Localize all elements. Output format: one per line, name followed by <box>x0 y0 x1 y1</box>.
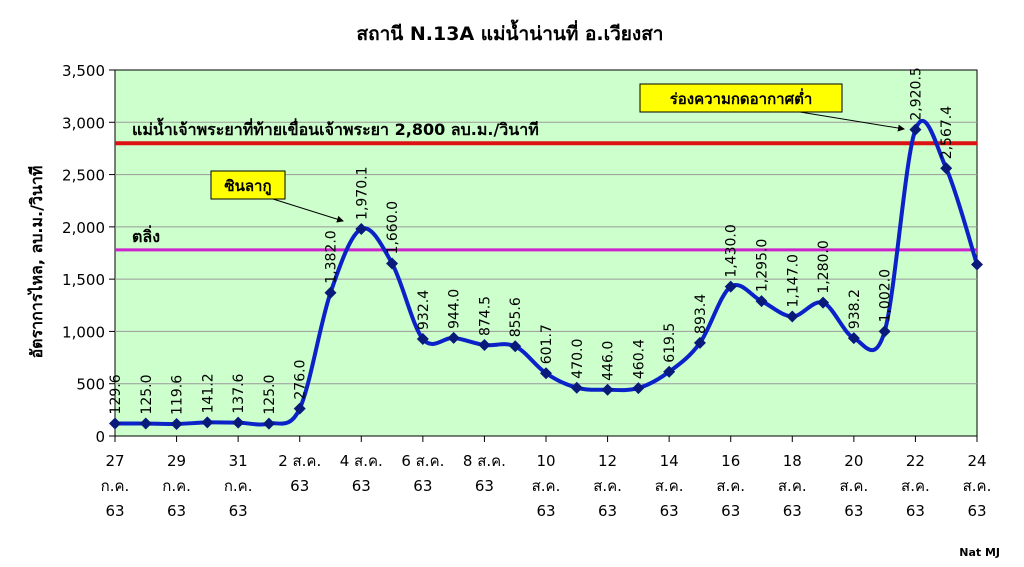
x-tick-label: 2 ส.ค. 63 <box>278 452 321 495</box>
reference-line-label: แม่น้ำเจ้าพระยาที่ท้ายเขื่อนเจ้าพระยา 2,… <box>132 117 539 139</box>
x-tick-label: 27 ก.ค. 63 <box>101 452 130 520</box>
data-label: 1,280.0 <box>816 240 832 293</box>
data-point-marker <box>324 286 337 299</box>
data-label: 460.4 <box>631 339 647 379</box>
data-point-marker <box>909 123 922 136</box>
data-point-marker <box>509 340 522 353</box>
x-tick-label: 16 ส.ค. 63 <box>716 452 745 520</box>
y-tick-label: 0 <box>95 428 105 446</box>
data-label: 619.5 <box>662 323 678 363</box>
x-tick-label: 10 ส.ค. 63 <box>532 452 561 520</box>
data-label: 1,295.0 <box>755 239 771 292</box>
series-markers <box>109 123 983 430</box>
data-point-marker <box>817 296 830 309</box>
data-point-marker <box>601 383 614 396</box>
data-point-marker <box>540 367 552 380</box>
chart-title: สถานี N.13A แม่น้ำน่านที่ อ.เวียงสา <box>357 19 664 45</box>
data-label: 1,002.0 <box>878 269 894 322</box>
data-label: 1,147.0 <box>785 254 801 307</box>
y-axis-ticks: 0 500 1,000 1,500 2,000 2,500 3,000 3,500 <box>62 62 115 446</box>
y-tick-label: 3,000 <box>62 114 105 132</box>
callout-low-pressure: ร่องความกดอากาศต่ำ <box>639 83 905 132</box>
data-label: 938.2 <box>847 289 863 329</box>
data-label: 2,567.4 <box>939 106 955 160</box>
data-point-marker <box>724 280 737 293</box>
data-label: 141.2 <box>200 373 216 413</box>
data-point-marker <box>570 381 583 394</box>
y-tick-label: 500 <box>76 376 105 394</box>
data-label: 601.7 <box>539 324 555 364</box>
y-tick-label: 3,500 <box>62 62 105 80</box>
data-label: 944.0 <box>447 289 463 329</box>
x-tick-label: 24 ส.ค. 63 <box>963 452 992 520</box>
x-tick-label: 20 ส.ค. 63 <box>839 452 868 520</box>
data-label: 129.6 <box>108 374 124 414</box>
callout-sinlaku-label: ซินลากู <box>224 177 271 196</box>
data-point-marker <box>355 222 368 235</box>
y-tick-label: 1,500 <box>62 271 105 289</box>
callout-low-pressure-label: ร่องความกดอากาศต่ำ <box>670 88 813 108</box>
data-point-marker <box>386 257 399 270</box>
data-label: 2,920.5 <box>908 67 924 120</box>
data-point-marker <box>663 365 676 378</box>
data-point-marker <box>139 417 152 430</box>
data-label: 855.6 <box>508 297 524 337</box>
data-label: 1,660.0 <box>385 201 401 254</box>
data-label: 1,382.0 <box>324 230 340 283</box>
data-label: 893.4 <box>693 294 709 334</box>
data-label: 932.4 <box>416 290 432 330</box>
data-label: 119.6 <box>170 375 186 415</box>
data-point-marker <box>693 336 706 349</box>
x-tick-label: 22 ส.ค. 63 <box>901 452 930 520</box>
callout-sinlaku: ซินลากู <box>210 170 344 223</box>
data-point-marker <box>416 332 429 345</box>
footer-credit: Nat MJ <box>959 546 1000 559</box>
data-point-marker <box>786 310 799 323</box>
y-tick-label: 2,000 <box>62 219 105 237</box>
x-tick-label: 18 ส.ค. 63 <box>778 452 807 520</box>
data-label: 874.5 <box>477 296 493 336</box>
x-tick-label: 14 ส.ค. 63 <box>655 452 684 520</box>
data-point-marker <box>971 258 983 271</box>
data-point-marker <box>447 331 460 344</box>
y-tick-label: 2,500 <box>62 167 105 185</box>
x-tick-label: 31 ก.ค. 63 <box>224 452 253 520</box>
data-point-marker <box>293 402 306 415</box>
callout-low-pressure-arrow <box>799 111 905 132</box>
y-tick-label: 1,000 <box>62 323 105 341</box>
data-label: 137.6 <box>231 373 247 413</box>
data-point-marker <box>847 332 860 345</box>
data-label: 470.0 <box>570 339 586 379</box>
data-point-marker <box>262 417 275 430</box>
reference-line-label: ตลิ่ง <box>132 225 160 246</box>
data-point-marker <box>478 339 491 352</box>
data-label: 446.0 <box>601 341 617 381</box>
data-label: 276.0 <box>293 360 309 400</box>
callout-sinlaku-box <box>210 170 286 200</box>
data-label: 1,430.0 <box>724 224 740 277</box>
data-point-marker <box>232 416 245 429</box>
data-point-marker <box>940 162 953 175</box>
data-label: 125.0 <box>262 375 278 415</box>
reference-lines: แม่น้ำเจ้าพระยาที่ท้ายเขื่อนเจ้าพระยา 2,… <box>115 117 977 252</box>
callout-low-pressure-box <box>639 83 843 113</box>
data-point-marker <box>632 382 645 395</box>
data-label: 1,970.1 <box>354 167 370 220</box>
data-labels: 129.6 125.0 119.6 141.2 137.6 125.0 276.0 1,382… <box>108 67 955 415</box>
data-point-marker <box>109 417 121 430</box>
x-tick-label: 4 ส.ค. 63 <box>340 452 383 495</box>
data-point-marker <box>755 295 768 308</box>
data-point-marker <box>201 416 214 429</box>
y-axis-label: อัตราการไหล, ลบ.ม./วินาที <box>27 166 46 359</box>
data-point-marker <box>170 417 183 430</box>
x-tick-label: 8 ส.ค. 63 <box>463 452 506 495</box>
data-point-marker <box>878 325 891 338</box>
x-tick-label: 29 ก.ค. 63 <box>162 452 191 520</box>
data-label: 125.0 <box>139 374 155 414</box>
callout-sinlaku-arrow <box>272 198 344 223</box>
x-tick-label: 12 ส.ค. 63 <box>593 452 622 520</box>
x-axis-ticks: 27 ก.ค. 63 29 ก.ค. 63 31 ก.ค. 63 2 ส.ค. 63 4 ส.ค. 63… <box>101 436 992 520</box>
x-tick-label: 6 ส.ค. 63 <box>401 452 444 495</box>
